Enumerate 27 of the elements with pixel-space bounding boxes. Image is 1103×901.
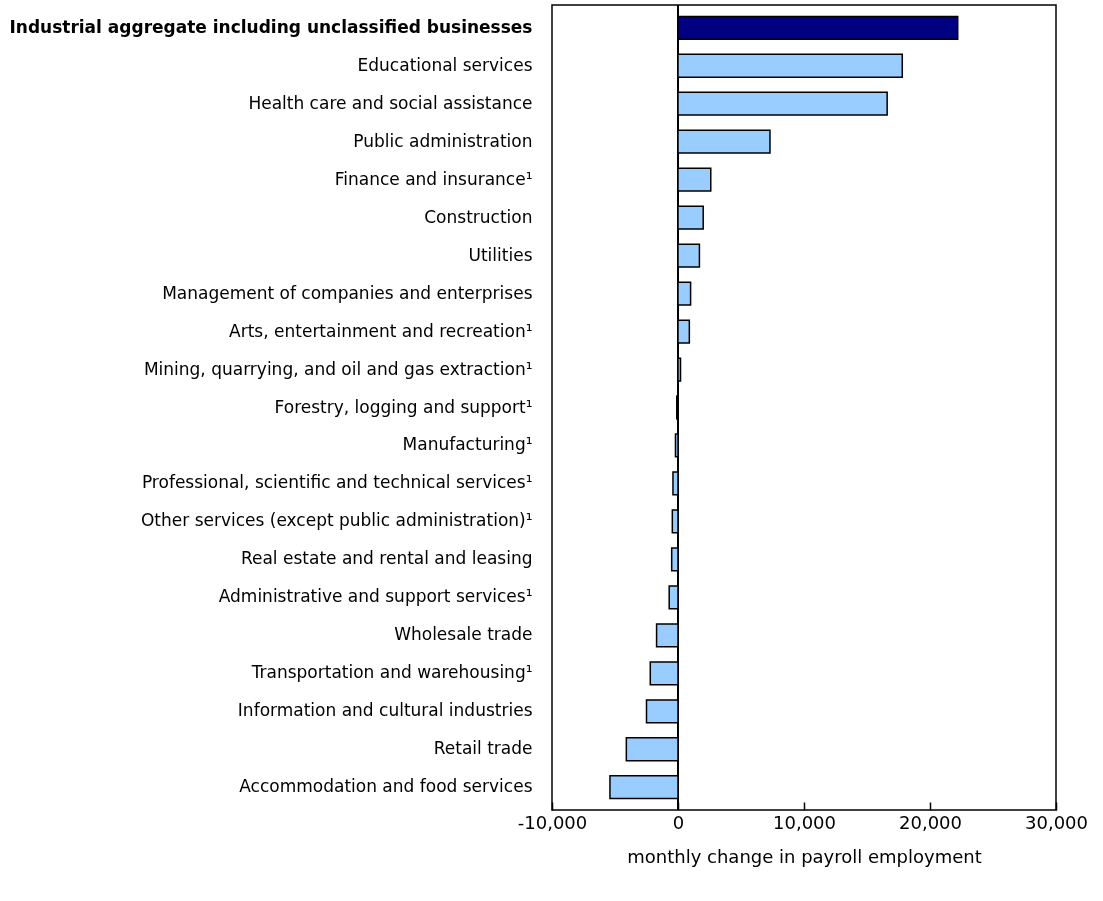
y-tick-label: Mining, quarrying, and oil and gas extraction¹ [143,358,533,379]
y-tick-label: Public administration [353,130,533,151]
y-tick-label: Utilities [468,244,533,265]
y-tick-label: Educational services [357,54,533,75]
y-tick-label: Wholesale trade [394,624,533,645]
y-tick-label: Management of companies and enterprises [162,282,533,303]
y-tick-label: Construction [424,206,533,227]
y-tick-label: Finance and insurance¹ [334,168,533,189]
y-tick-label: Professional, scientific and technical services¹ [141,472,533,493]
y-tick-label: Arts, entertainment and recreation¹ [229,320,533,341]
x-tick-label: 0 [672,811,685,833]
x-tick-label: 30,000 [1025,811,1088,833]
x-axis-title: monthly change in payroll employment [627,845,982,867]
y-tick-label: Real estate and rental and leasing [240,548,533,569]
y-tick-label: Transportation and warehousing¹ [250,662,533,683]
y-tick-label: Information and cultural industries [237,700,533,721]
y-tick-label: Administrative and support services¹ [218,586,533,607]
y-tick-label: Retail trade [433,738,533,759]
y-tick-label: Forestry, logging and support¹ [274,396,533,417]
y-tick-label: Industrial aggregate including unclassified businesses [9,16,533,37]
y-tick-label: Accommodation and food services [239,776,533,797]
x-tick-label: 10,000 [773,811,836,833]
x-tick-label: -10,000 [517,811,588,833]
x-tick-label: 20,000 [899,811,962,833]
y-tick-label: Other services (except public administration)¹ [140,510,533,531]
y-tick-label: Health care and social assistance [248,92,533,113]
y-tick-label: Manufacturing¹ [402,434,533,455]
